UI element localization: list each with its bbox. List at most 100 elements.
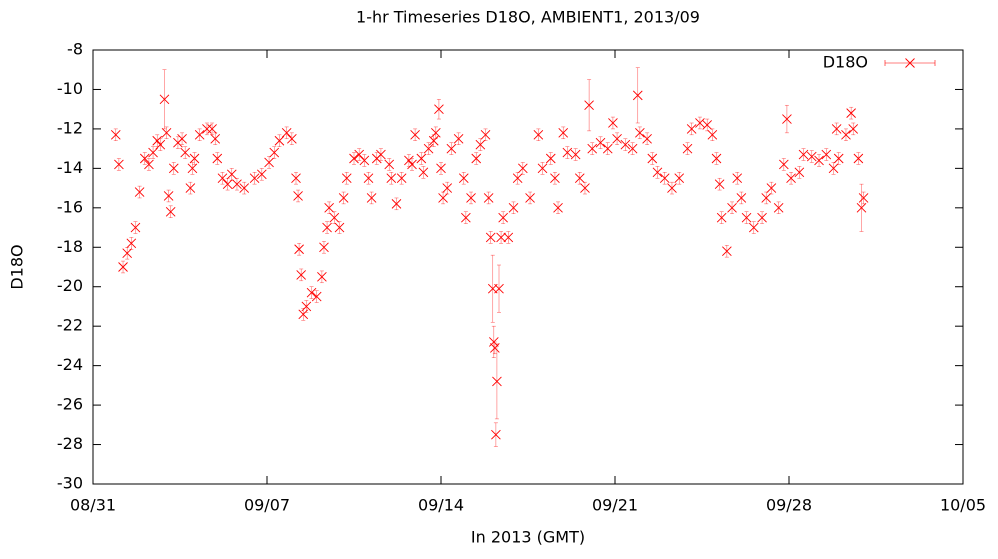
data-point: [165, 206, 176, 217]
data-point: [384, 159, 395, 170]
data-point: [602, 143, 613, 154]
data-point: [828, 163, 839, 174]
data-point: [858, 193, 869, 203]
data-point: [757, 212, 767, 223]
data-point: [163, 191, 174, 201]
data-point: [562, 147, 573, 158]
x-tick-label: 09/07: [244, 496, 290, 515]
data-point: [264, 157, 274, 168]
data-point: [434, 104, 444, 115]
data-point: [396, 173, 407, 184]
data-point: [334, 222, 345, 233]
data-point: [222, 179, 233, 189]
chart-title: 1-hr Timeseries D18O, AMBIENT1, 2013/09: [356, 8, 700, 27]
data-point: [642, 133, 652, 144]
data-point: [584, 100, 594, 111]
data-point: [553, 202, 563, 213]
y-tick-label: -28: [57, 434, 83, 453]
data-point: [269, 147, 280, 158]
data-point: [122, 248, 132, 259]
data-point: [627, 143, 638, 154]
data-point: [306, 287, 317, 298]
data-point: [853, 153, 864, 164]
data-point: [674, 173, 685, 184]
data-point: [498, 212, 508, 223]
data-point: [714, 179, 725, 189]
data-point: [159, 94, 170, 105]
data-point: [341, 173, 352, 184]
data-point: [177, 133, 187, 144]
data-point: [848, 124, 859, 134]
data-point: [386, 173, 397, 184]
data-point: [814, 155, 824, 166]
y-tick-label: -26: [57, 395, 83, 414]
data-point: [503, 232, 514, 243]
data-point: [134, 187, 145, 197]
data-point: [537, 163, 548, 174]
data-point: [647, 153, 658, 164]
y-tick-label: -12: [57, 118, 83, 137]
data-point: [782, 114, 792, 124]
data-point: [786, 173, 796, 184]
data-point: [558, 128, 569, 138]
data-point: [431, 128, 441, 138]
x-tick-label: 10/05: [940, 496, 986, 515]
data-point: [317, 272, 327, 282]
data-point: [496, 232, 506, 243]
data-point: [212, 153, 223, 164]
data-point: [480, 130, 491, 140]
data-point: [239, 183, 250, 193]
data-point: [294, 244, 304, 255]
data-point: [338, 193, 349, 203]
data-point: [682, 143, 693, 154]
legend-marker: [905, 58, 915, 68]
data-point: [453, 133, 464, 144]
data-point: [354, 149, 364, 160]
data-point: [831, 124, 842, 134]
data-point: [189, 153, 200, 164]
data-point: [490, 343, 500, 353]
data-point: [114, 159, 124, 170]
data-point: [391, 199, 402, 209]
data-point: [359, 155, 370, 166]
data-point: [249, 173, 260, 184]
data-point: [485, 232, 496, 243]
data-point: [148, 147, 158, 158]
data-point: [366, 193, 377, 203]
data-point: [798, 149, 809, 160]
data-point: [545, 153, 556, 164]
data-point: [287, 133, 297, 144]
data-point: [711, 153, 722, 164]
data-point: [407, 159, 417, 170]
data-point: [446, 143, 457, 154]
data-point: [632, 90, 643, 101]
legend-label: D18O: [823, 53, 868, 72]
data-point: [187, 163, 198, 174]
y-tick-label: -20: [57, 276, 83, 295]
data-point: [707, 130, 718, 140]
data-point: [766, 183, 777, 193]
data-point: [293, 191, 303, 201]
data-point: [716, 212, 727, 223]
data-point: [296, 270, 306, 280]
data-point: [349, 153, 359, 164]
data-point: [748, 222, 759, 233]
data-point: [180, 147, 190, 158]
x-tick-label: 08/31: [70, 496, 116, 515]
data-point: [587, 143, 598, 154]
data-point: [512, 173, 523, 184]
data-point: [155, 139, 166, 150]
data-point: [595, 137, 606, 148]
data-point: [319, 242, 329, 253]
data-point: [416, 153, 427, 164]
data-point: [695, 118, 705, 128]
data-point: [806, 151, 817, 162]
data-point: [736, 193, 747, 203]
data-point: [110, 130, 121, 140]
data-point: [525, 193, 535, 203]
data-point: [232, 179, 242, 189]
y-tick-label: -16: [57, 197, 83, 216]
data-point: [821, 149, 832, 160]
data-point: [846, 108, 856, 118]
data-point: [508, 202, 519, 213]
